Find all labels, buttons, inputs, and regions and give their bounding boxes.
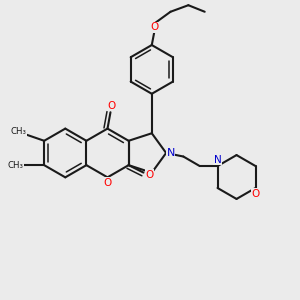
Text: O: O xyxy=(251,189,260,199)
Text: O: O xyxy=(108,101,116,111)
Text: O: O xyxy=(103,178,112,188)
Text: CH₃: CH₃ xyxy=(11,127,27,136)
Text: CH₃: CH₃ xyxy=(8,161,24,170)
Text: N: N xyxy=(214,154,221,164)
Text: O: O xyxy=(145,170,154,180)
Text: N: N xyxy=(167,148,175,158)
Text: O: O xyxy=(151,22,159,32)
